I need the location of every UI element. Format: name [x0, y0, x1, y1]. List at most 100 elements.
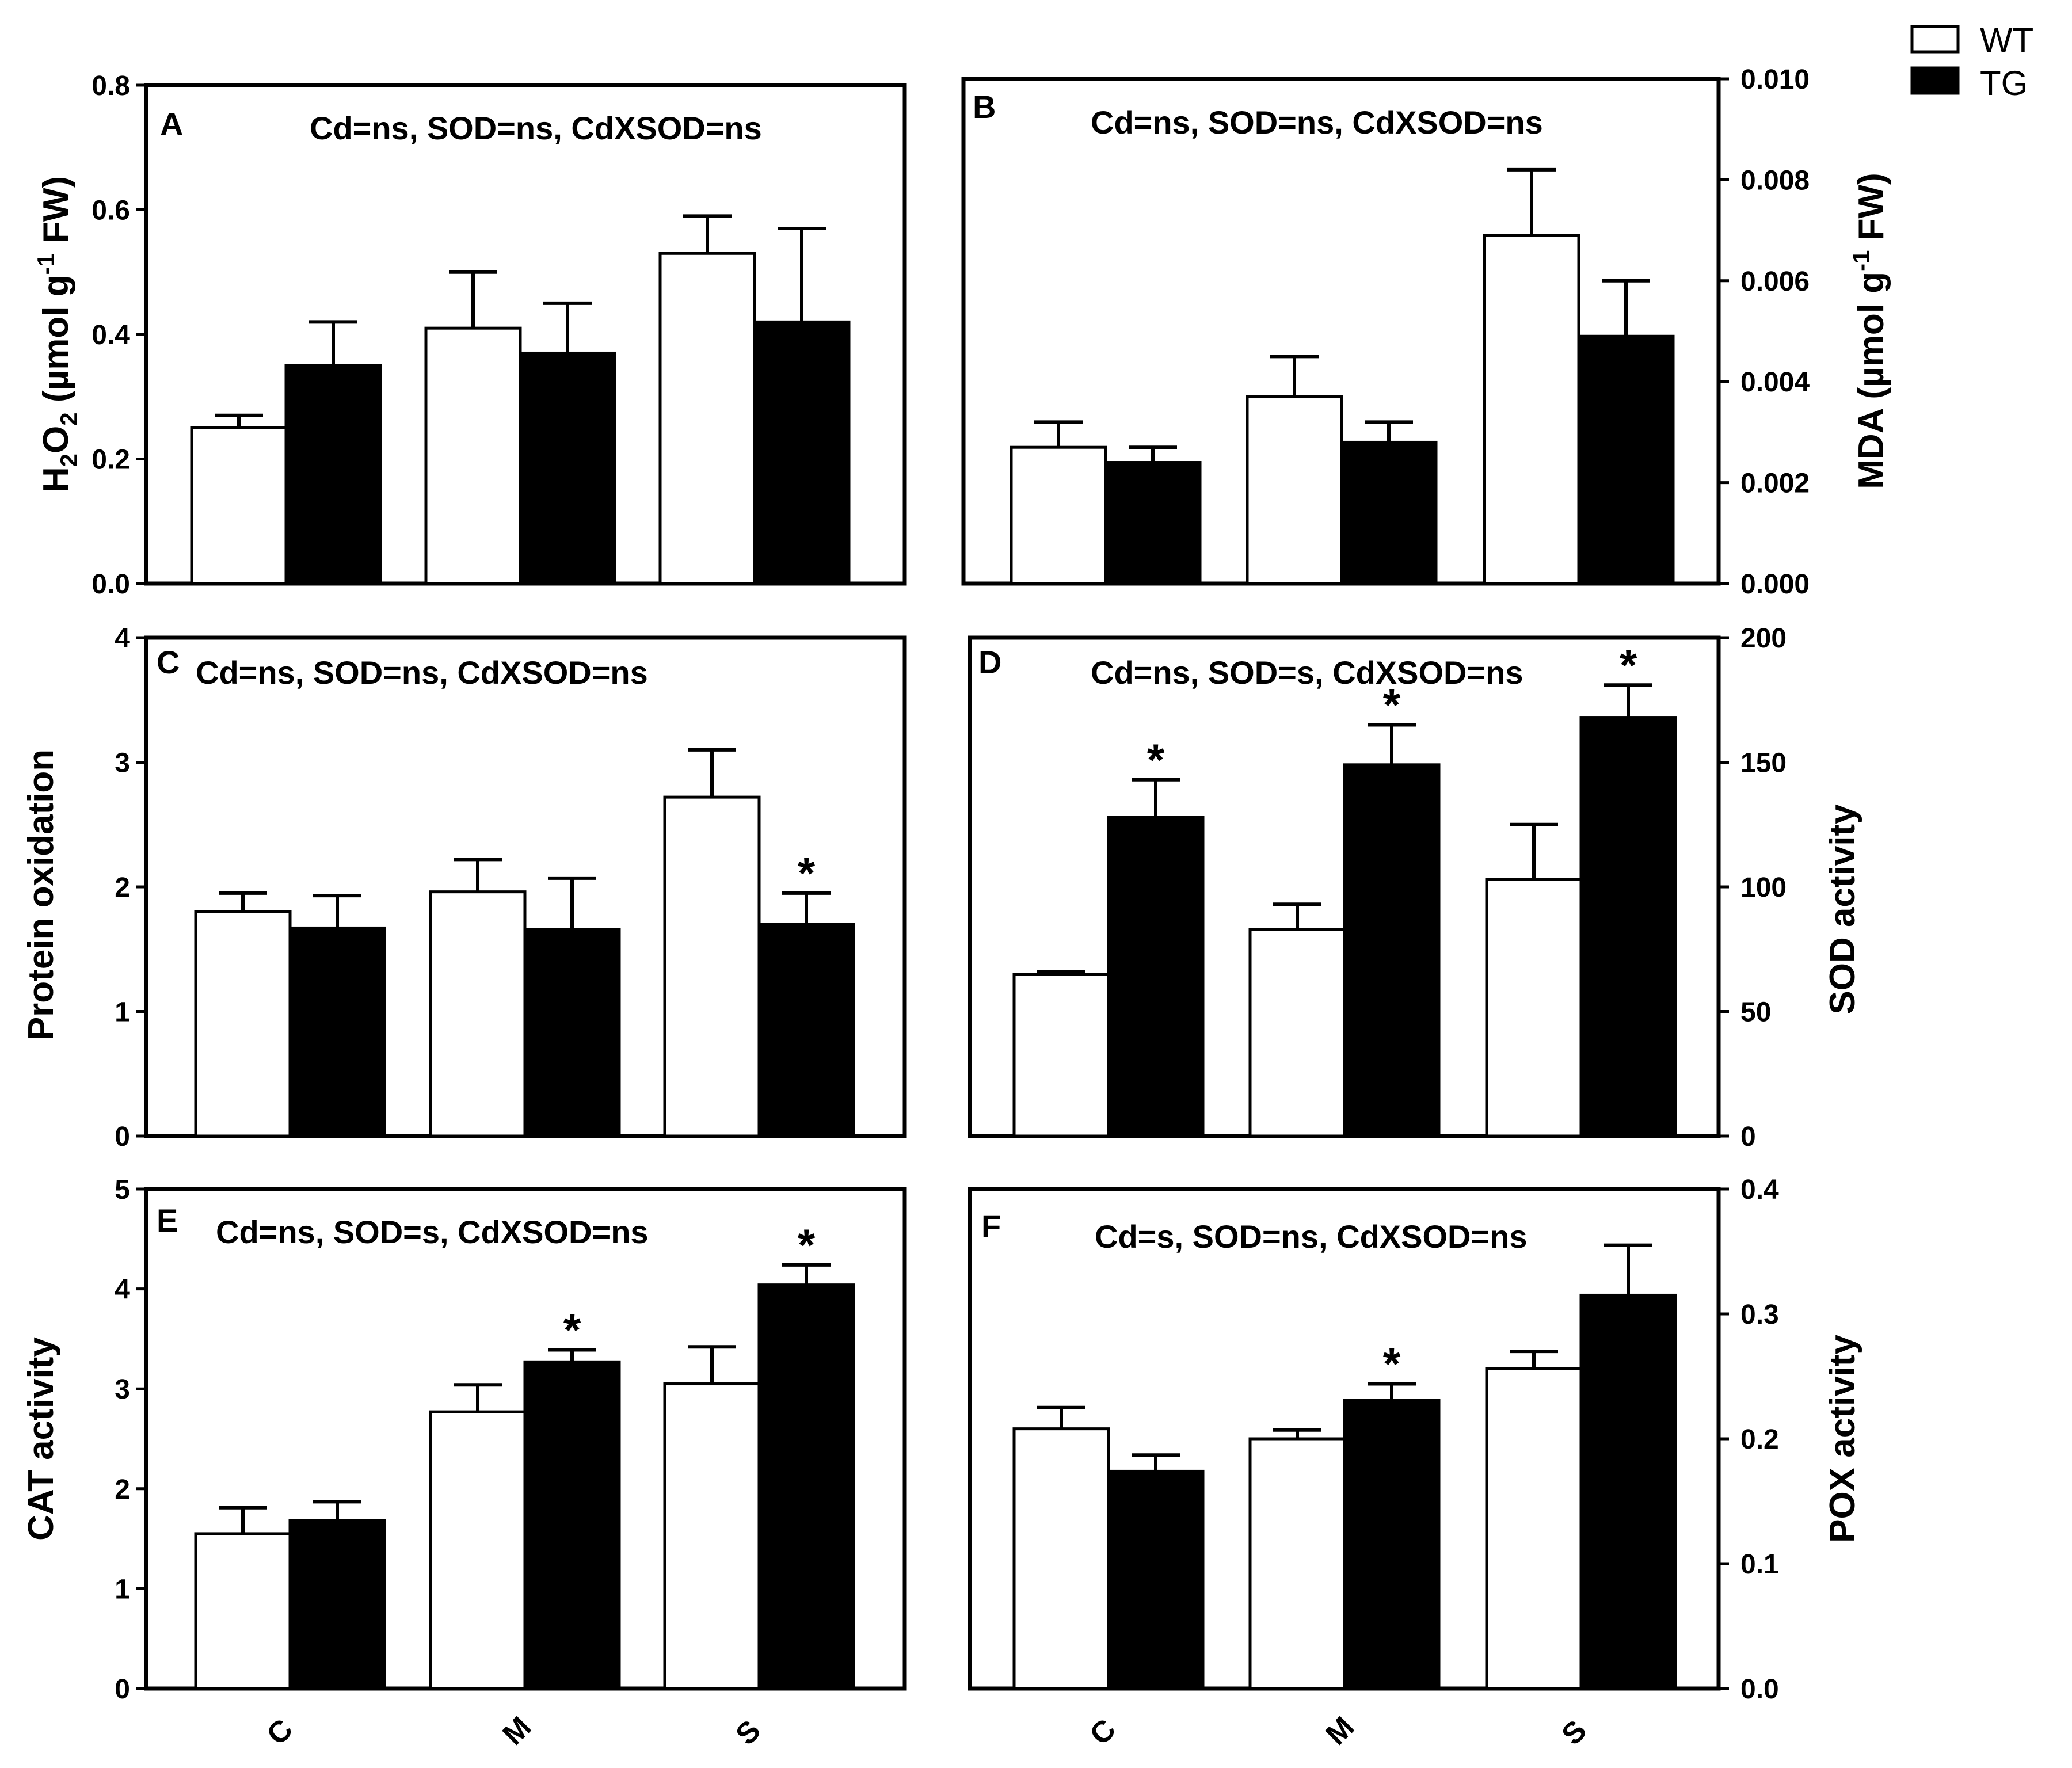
- panel-c-stats: Cd=ns, SOD=ns, CdXSOD=ns: [196, 654, 648, 691]
- y-tick-label: 0.3: [1740, 1300, 1779, 1330]
- y-tick-label: 0.6: [92, 196, 130, 226]
- bar-wt-s: [1485, 1367, 1583, 1690]
- panel-d: D Cd=ns, SOD=s, CdXSOD=ns SOD activity 0…: [968, 623, 1862, 1152]
- y-tick-label: 0.8: [92, 71, 130, 101]
- bar-tg-c: [284, 364, 382, 585]
- legend-label-tg: TG: [1980, 64, 2028, 102]
- bar-tg-s: [1577, 334, 1675, 585]
- y-tick-label: 0.4: [92, 320, 130, 350]
- significance-star: *: [1383, 680, 1401, 730]
- y-tick-label: 1: [115, 997, 130, 1028]
- x-category-label: C: [260, 1713, 299, 1752]
- legend-swatch-tg: [1910, 66, 1960, 95]
- panel-b-letter: B: [973, 89, 996, 125]
- y-tick-label: 0.2: [92, 445, 130, 475]
- y-tick-label: 100: [1740, 872, 1787, 903]
- panel-a-bars: [190, 214, 851, 585]
- bar-tg-c: [1104, 461, 1202, 585]
- panel-d-stats: Cd=ns, SOD=s, CdXSOD=ns: [1091, 654, 1523, 691]
- y-tick-label: 0.002: [1740, 468, 1810, 499]
- significance-star: *: [798, 848, 816, 898]
- panel-c-letter: C: [157, 644, 180, 680]
- bar-wt-c: [1012, 973, 1110, 1138]
- y-tick-label: 2: [115, 872, 130, 903]
- y-tick-label: 1: [115, 1574, 130, 1605]
- panel-e-letter: E: [157, 1202, 178, 1239]
- bar-tg-s: [753, 320, 851, 585]
- bar-wt-s: [1483, 234, 1580, 585]
- y-tick-label: 4: [115, 1275, 130, 1305]
- bar-tg-m: [523, 928, 621, 1138]
- legend: WT TG: [1910, 21, 2033, 102]
- bar-tg-m: [1343, 763, 1441, 1138]
- y-tick-label: 0: [1740, 1122, 1756, 1152]
- legend-swatch-wt: [1910, 25, 1960, 54]
- y-tick-label: 5: [115, 1175, 130, 1205]
- bar-wt-c: [1012, 1427, 1110, 1690]
- panel-a-letter: A: [160, 106, 183, 142]
- y-tick-label: 50: [1740, 997, 1771, 1028]
- bar-tg-m: [1343, 1399, 1441, 1690]
- panel-d-letter: D: [978, 644, 1001, 680]
- panel-f: F Cd=s, SOD=ns, CdXSOD=ns POX activity 0…: [968, 1175, 1862, 1705]
- y-tick-label: 0.4: [1740, 1175, 1779, 1205]
- panel-a-stats: Cd=ns, SOD=ns, CdXSOD=ns: [310, 110, 762, 146]
- bar-tg-m: [1340, 440, 1438, 585]
- bar-wt-c: [194, 910, 292, 1138]
- bar-tg-s: [1579, 716, 1677, 1138]
- panel-c-ylabel: Protein oxidation: [21, 749, 61, 1041]
- panel-f-y-axis: 0.0 0.1 0.2 0.3 0.4: [1719, 1175, 1779, 1705]
- panel-c-bars: *: [194, 748, 855, 1138]
- y-tick-label: 3: [115, 1374, 130, 1405]
- panel-c: C Cd=ns, SOD=ns, CdXSOD=ns Protein oxida…: [21, 623, 907, 1152]
- panel-b-y-axis: 0.000 0.002 0.004 0.006 0.008 0.010: [1719, 64, 1810, 600]
- bar-wt-s: [663, 795, 761, 1138]
- panel-f-ylabel: POX activity: [1823, 1335, 1862, 1543]
- bar-tg-s: [757, 1283, 855, 1690]
- panel-e-stats: Cd=ns, SOD=s, CdXSOD=ns: [216, 1214, 649, 1250]
- bar-tg-c: [1107, 1469, 1205, 1690]
- bar-wt-s: [1485, 878, 1583, 1138]
- y-tick-label: 0.006: [1740, 266, 1810, 297]
- x-category-label: M: [1319, 1710, 1361, 1752]
- bar-wt-m: [1248, 928, 1346, 1138]
- significance-star: *: [1620, 639, 1637, 690]
- bar-tg-s: [1579, 1293, 1677, 1690]
- panel-b-ylabel: MDA (µmol g-1 FW): [1848, 173, 1891, 489]
- y-tick-label: 150: [1740, 748, 1787, 779]
- bar-wt-m: [429, 890, 527, 1138]
- y-tick-label: 3: [115, 748, 130, 779]
- panel-a-y-axis: 0.0 0.2 0.4 0.6 0.8: [92, 71, 146, 600]
- y-tick-label: 0: [115, 1674, 130, 1705]
- panel-a: A Cd=ns, SOD=ns, CdXSOD=ns H2O2 (µmol g-…: [32, 71, 907, 600]
- panel-d-y-axis: 0 50 100 150 200: [1719, 623, 1787, 1152]
- bar-tg-s: [757, 923, 855, 1138]
- panel-b-stats: Cd=ns, SOD=ns, CdXSOD=ns: [1091, 104, 1543, 140]
- y-tick-label: 0: [115, 1122, 130, 1152]
- y-tick-label: 0.0: [92, 569, 130, 600]
- significance-star: *: [563, 1304, 581, 1355]
- y-tick-label: 0.010: [1740, 64, 1810, 95]
- bar-wt-s: [663, 1382, 761, 1690]
- bar-wt-m: [429, 1410, 527, 1690]
- y-tick-label: 200: [1740, 623, 1787, 654]
- x-axis-categories-right: C M S: [1083, 1710, 1593, 1752]
- y-tick-label: 0.0: [1740, 1674, 1779, 1705]
- bar-wt-m: [1246, 395, 1343, 585]
- panel-e-y-axis: 0 1 2 3 4 5: [115, 1175, 146, 1705]
- y-tick-label: 2: [115, 1474, 130, 1505]
- y-tick-label: 0.008: [1740, 165, 1810, 196]
- bar-wt-c: [1010, 445, 1107, 585]
- bar-tg-c: [1107, 816, 1205, 1138]
- y-tick-label: 0.1: [1740, 1549, 1779, 1580]
- y-tick-label: 4: [115, 623, 130, 654]
- panel-e: E Cd=ns, SOD=s, CdXSOD=ns CAT activity 0…: [21, 1175, 907, 1705]
- significance-star: *: [798, 1220, 816, 1270]
- panel-f-stats: Cd=s, SOD=ns, CdXSOD=ns: [1095, 1218, 1528, 1255]
- significance-star: *: [1147, 734, 1165, 785]
- panel-d-ylabel: SOD activity: [1823, 804, 1862, 1015]
- panel-e-bars: **: [194, 1220, 855, 1690]
- panel-f-letter: F: [981, 1208, 1001, 1244]
- bar-wt-s: [658, 252, 756, 585]
- panel-c-y-axis: 0 1 2 3 4: [115, 623, 146, 1152]
